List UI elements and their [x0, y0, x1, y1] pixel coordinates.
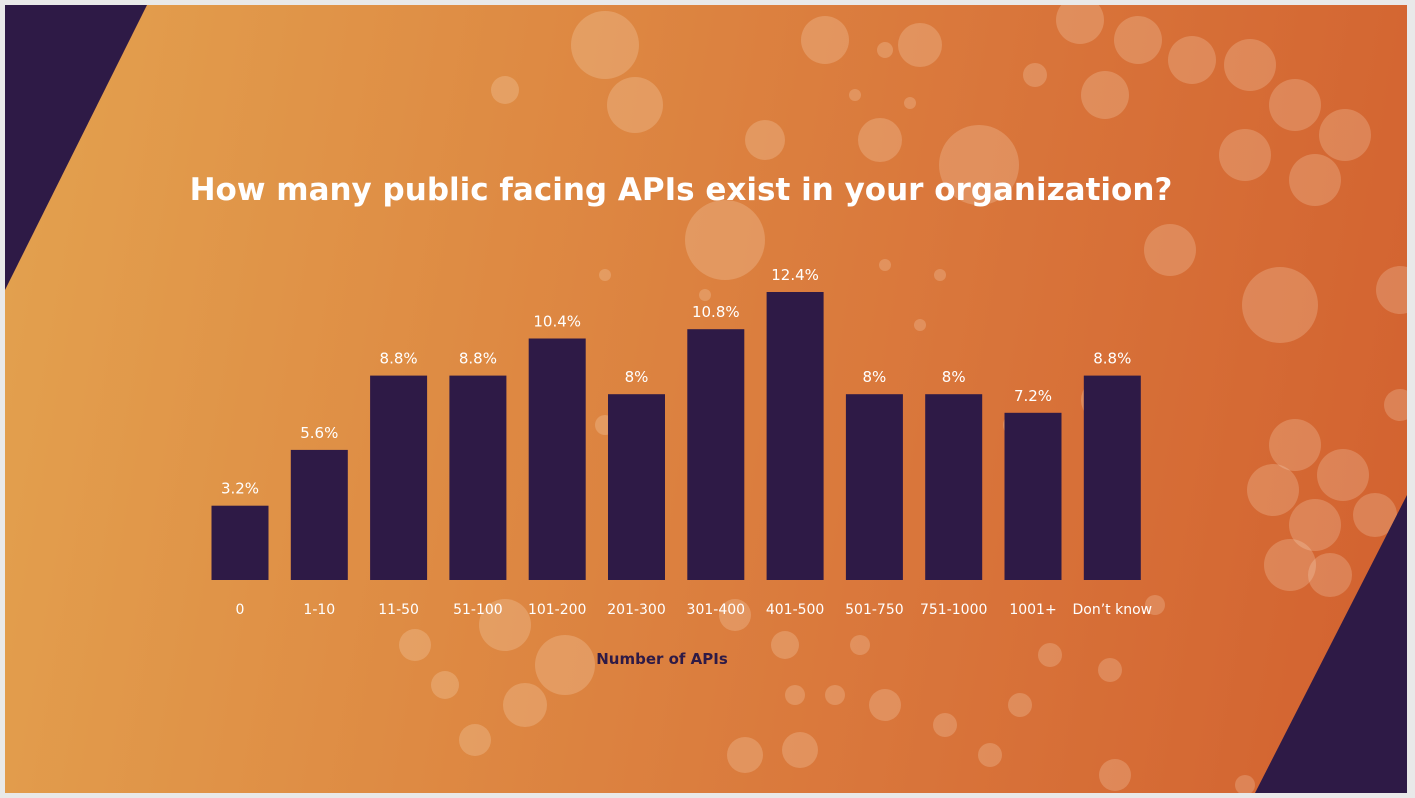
bar-value-label: 7.2%	[1014, 387, 1052, 405]
bar-value-label: 8%	[863, 368, 887, 386]
bar	[449, 375, 507, 580]
x-tick-label: 301-400	[687, 602, 746, 618]
bar	[1004, 412, 1062, 580]
corner-triangle-bottom-right	[1255, 495, 1407, 793]
bar-value-label: 12.4%	[771, 266, 819, 284]
bar	[766, 292, 824, 580]
bar-value-label: 10.8%	[692, 303, 740, 321]
corner-shape-top-left	[5, 5, 147, 290]
x-tick-label: 1-10	[303, 602, 335, 618]
x-tick-label: 201-300	[607, 602, 666, 618]
bar	[925, 394, 983, 580]
bar-value-label: 8%	[942, 368, 966, 386]
x-tick-label: Don’t know	[1072, 602, 1152, 618]
bar	[528, 338, 586, 580]
bar	[290, 449, 348, 580]
x-tick-label: 11-50	[378, 602, 419, 618]
corner-shape-bottom-right	[1255, 495, 1407, 793]
bar	[608, 394, 665, 580]
chart-title: How many public facing APIs exist in you…	[190, 172, 1173, 208]
bar	[845, 394, 903, 580]
corner-triangle-top-left	[5, 5, 147, 290]
bar-value-label: 8.8%	[380, 350, 418, 368]
bar-value-label: 10.4%	[533, 313, 581, 331]
x-tick-label: 101-200	[528, 602, 587, 618]
x-tick-label: 501-750	[845, 602, 904, 618]
bar-value-label: 3.2%	[221, 480, 259, 498]
bar	[211, 505, 269, 580]
bar	[1083, 375, 1141, 580]
bar	[370, 375, 428, 580]
x-axis-title: Number of APIs	[596, 650, 728, 668]
bar-value-label: 8.8%	[1093, 350, 1131, 368]
bar-value-label: 8%	[625, 368, 649, 386]
x-tick-label: 0	[236, 602, 245, 618]
value-labels-layer: 3.2% 5.6% 8.8% 8.8% 10.4% 8% 10.8% 12.4% 8% 8% 7.2…	[221, 266, 1131, 498]
bar-value-label: 5.6%	[300, 424, 338, 442]
x-tick-label: 401-500	[766, 602, 825, 618]
bar-value-label: 8.8%	[459, 350, 497, 368]
x-tick-labels-layer: 0 1-10 11-50 51-100 101-200 201-300 301-400 401…	[236, 602, 1153, 618]
slide: How many public facing APIs exist in you…	[5, 5, 1407, 793]
bars-layer	[211, 292, 1141, 580]
x-tick-label: 1001+	[1009, 602, 1056, 618]
x-tick-label: 751-1000	[920, 602, 987, 618]
x-tick-label: 51-100	[453, 602, 503, 618]
bar	[687, 329, 745, 580]
bar-chart: How many public facing APIs exist in you…	[190, 172, 1173, 668]
